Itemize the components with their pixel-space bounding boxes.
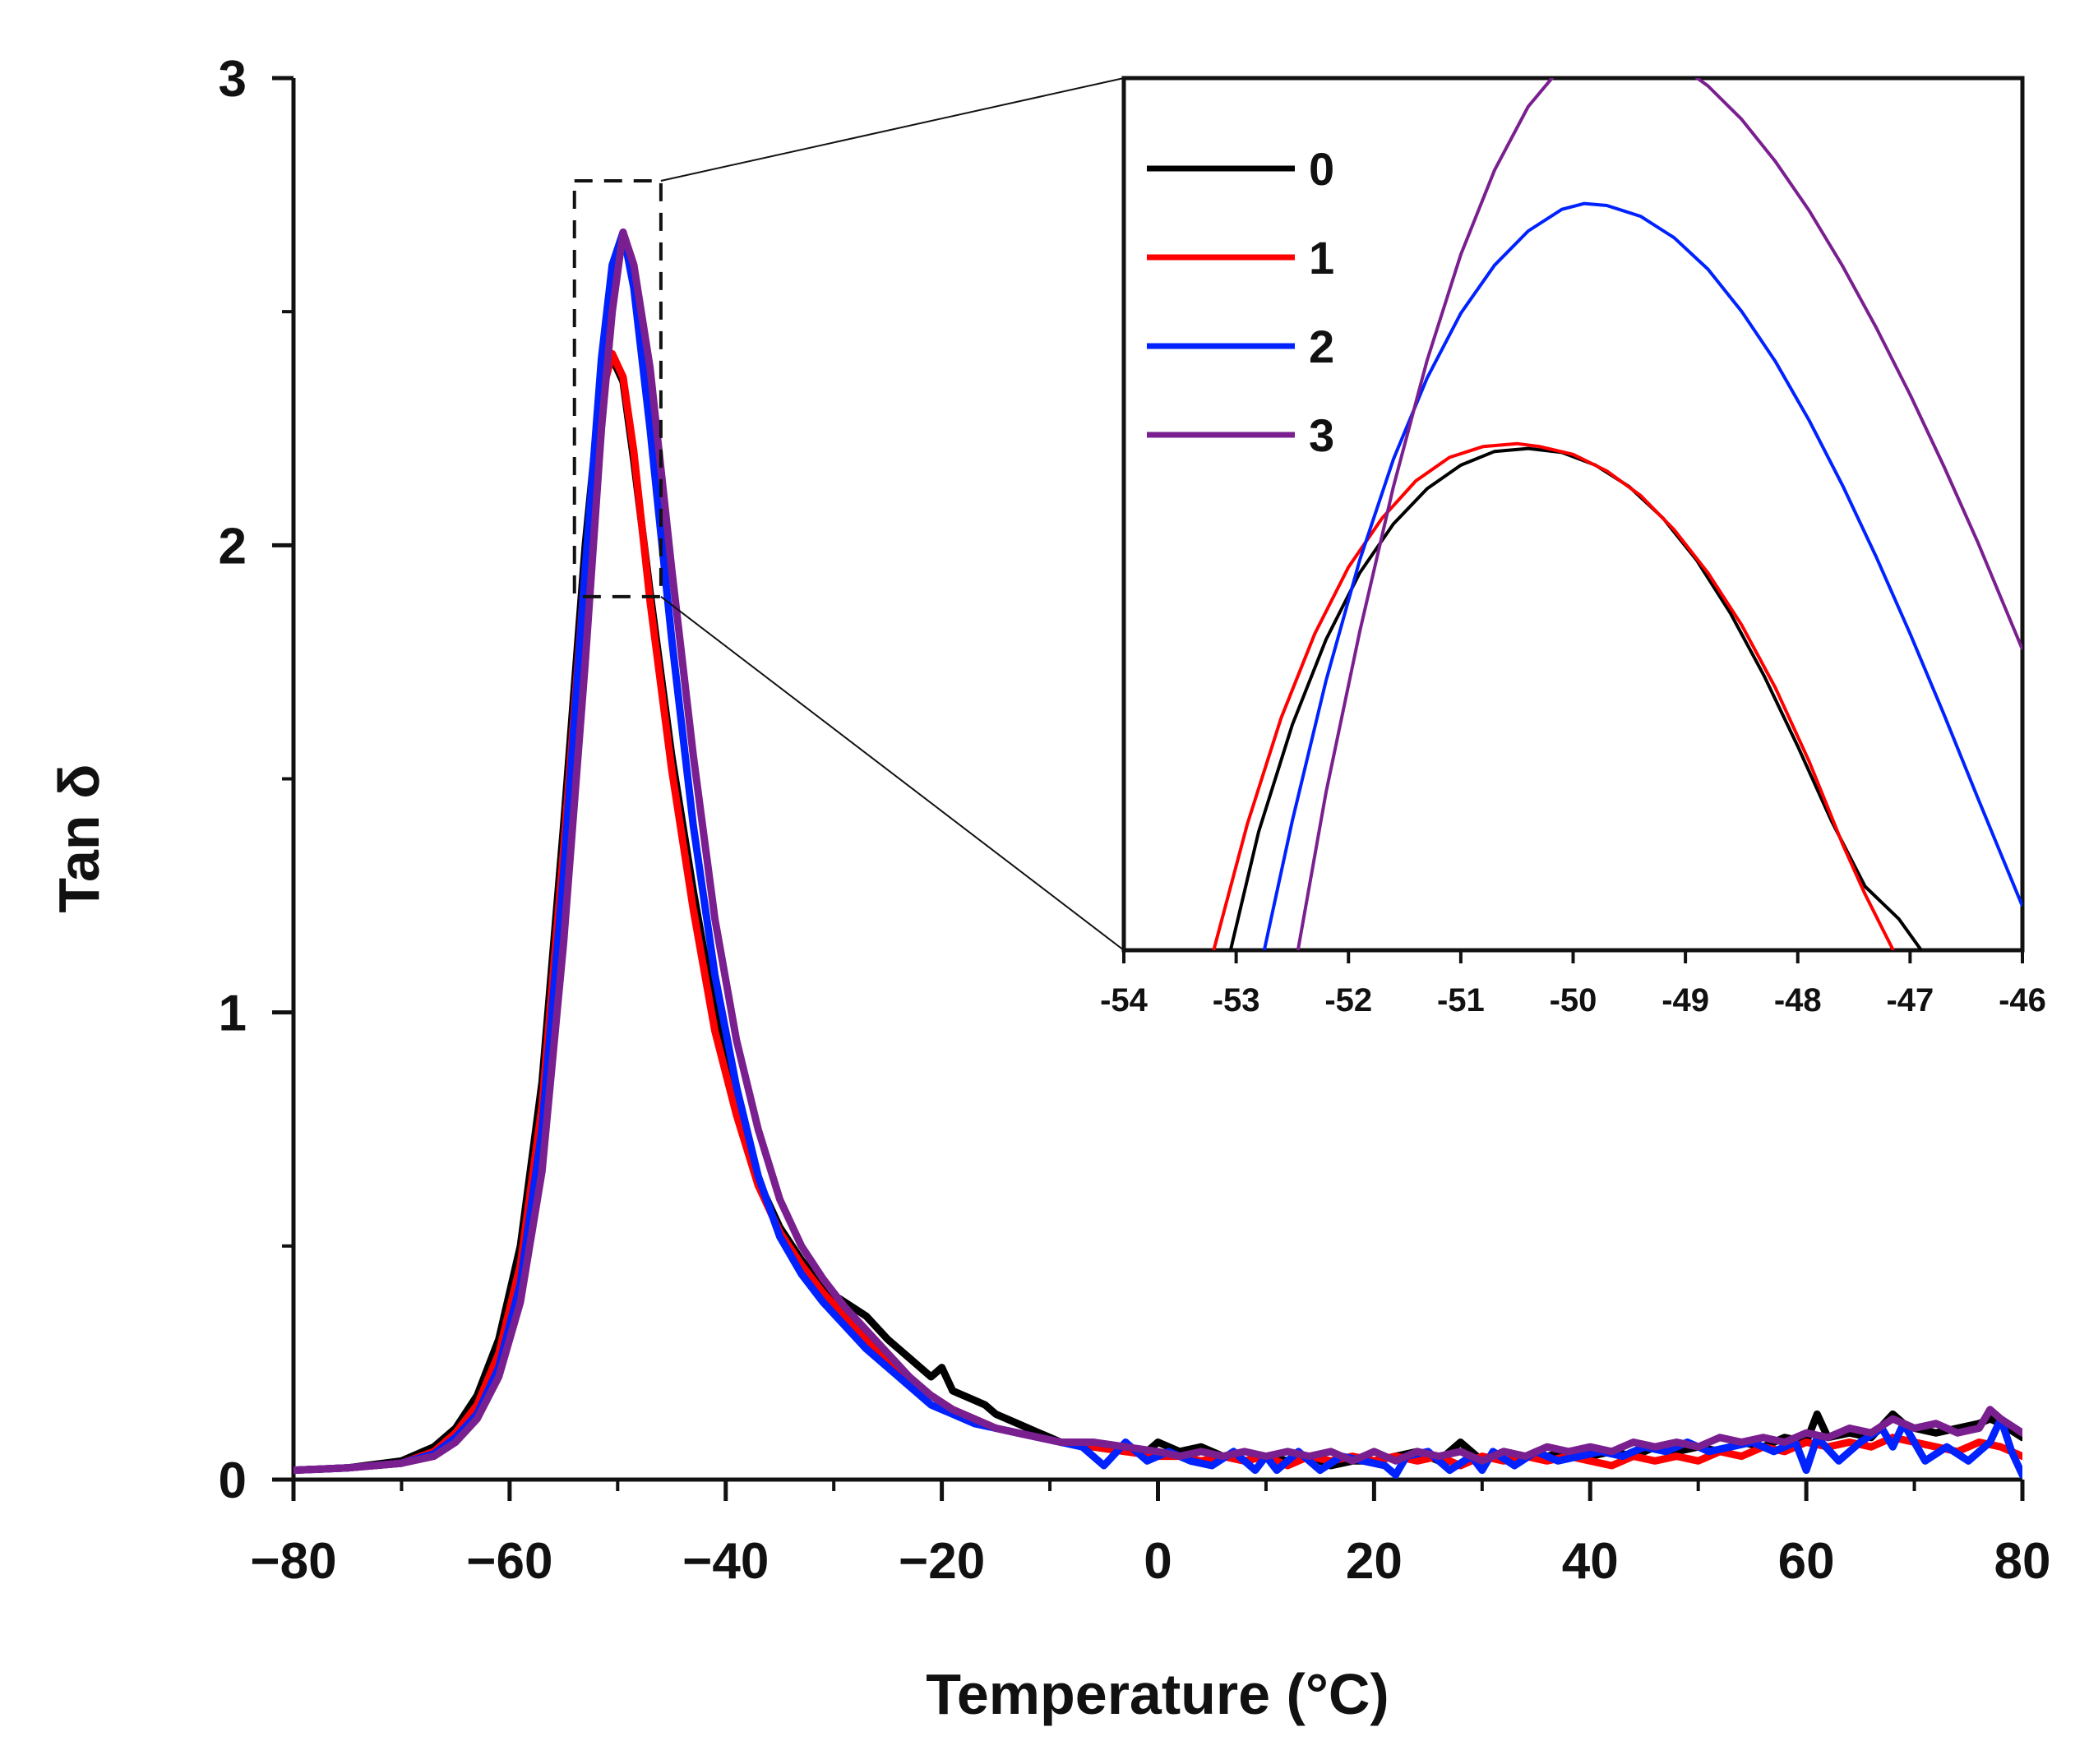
series-line-3 xyxy=(293,229,2022,1475)
x-tick-label: −60 xyxy=(466,1533,552,1590)
x-tick-label: −40 xyxy=(682,1533,769,1590)
inset-x-tick-label: -53 xyxy=(1213,982,1260,1018)
inset-x-tick-label: -47 xyxy=(1886,982,1934,1018)
inset-x-tick-label: -51 xyxy=(1437,982,1485,1018)
x-tick-label: 0 xyxy=(1144,1533,1172,1590)
x-tick-label: 40 xyxy=(1562,1533,1619,1590)
y-tick-label: 0 xyxy=(219,1452,247,1509)
legend-label: 3 xyxy=(1309,409,1334,461)
y-tick-label: 2 xyxy=(219,518,247,575)
inset-chart: -54 -53 -52 -51 -50 -49 -48 -47 -46 0 1 2 3 xyxy=(1100,76,2046,1018)
main-series-group xyxy=(293,229,2022,1479)
y-axis-title: Tan δ xyxy=(47,764,111,912)
inset-x-tick-label: -52 xyxy=(1324,982,1372,1018)
zoom-box xyxy=(572,179,663,598)
zoom-connector-bottom xyxy=(660,596,1125,951)
inset-series-line-1 xyxy=(1212,441,1895,950)
inset-frame xyxy=(1121,76,2025,953)
x-tick-label: −80 xyxy=(250,1533,336,1590)
x-ticks: −80 −60 −40 −20 0 20 40 60 80 xyxy=(250,1480,2050,1590)
inset-x-tick-label: -46 xyxy=(1999,982,2046,1018)
x-tick-label: 80 xyxy=(1994,1533,2051,1590)
legend-label: 0 xyxy=(1309,143,1334,195)
inset-series-group xyxy=(1212,78,2022,950)
inset-x-tick-label: -54 xyxy=(1100,982,1148,1018)
x-tick-label: 20 xyxy=(1346,1533,1403,1590)
zoom-connector-top xyxy=(660,77,1125,182)
legend-label: 2 xyxy=(1309,321,1334,372)
y-tick-label: 3 xyxy=(219,51,247,108)
x-tick-label: 60 xyxy=(1778,1533,1835,1590)
inset-x-ticks: -54 -53 -52 -51 -50 -49 -48 -47 -46 xyxy=(1100,950,2046,1018)
legend-label: 1 xyxy=(1309,232,1334,284)
inset-x-tick-label: -49 xyxy=(1661,982,1709,1018)
series-line-2 xyxy=(293,229,2022,1479)
x-tick-label: −20 xyxy=(899,1533,985,1590)
zoom-overlay xyxy=(572,77,1125,951)
inset-series-line-3 xyxy=(1296,78,2022,950)
inset-series-line-2 xyxy=(1262,201,2022,950)
y-tick-label: 1 xyxy=(219,986,247,1042)
y-ticks: 0 1 2 3 xyxy=(219,51,293,1509)
inset-x-tick-label: -48 xyxy=(1774,982,1822,1018)
legend: 0 1 2 3 xyxy=(1147,143,1334,461)
inset-x-tick-label: -50 xyxy=(1550,982,1597,1018)
x-axis-title: Temperature (°C) xyxy=(926,1662,1389,1726)
